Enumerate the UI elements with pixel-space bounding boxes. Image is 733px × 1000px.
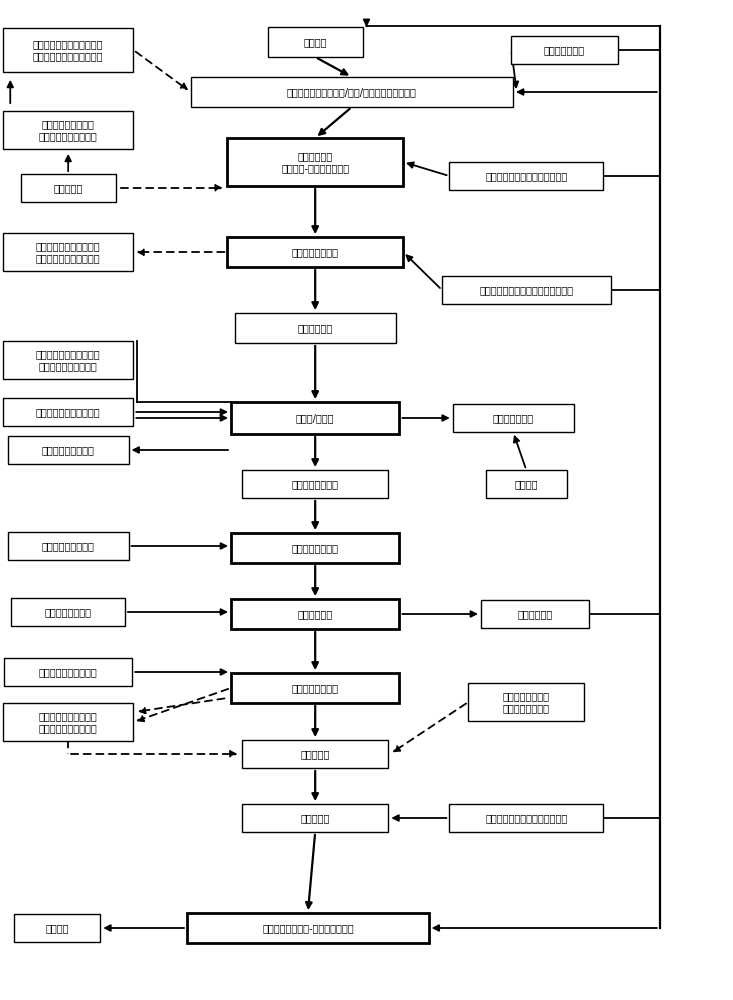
FancyBboxPatch shape — [452, 404, 573, 432]
Text: 多膛炉烟气洗气塔: 多膛炉烟气洗气塔 — [292, 683, 339, 693]
FancyBboxPatch shape — [3, 341, 133, 379]
FancyBboxPatch shape — [242, 804, 388, 832]
FancyBboxPatch shape — [442, 276, 611, 304]
FancyBboxPatch shape — [268, 27, 363, 57]
FancyBboxPatch shape — [468, 683, 584, 721]
Text: 辅助燃料: 辅助燃料 — [515, 479, 538, 489]
FancyBboxPatch shape — [449, 162, 603, 190]
Text: 污泥热解工艺尾气: 污泥热解工艺尾气 — [292, 479, 339, 489]
FancyBboxPatch shape — [512, 36, 617, 64]
Text: 汽轮机出口乏蒸汽（过热蒸汽）: 汽轮机出口乏蒸汽（过热蒸汽） — [485, 171, 567, 181]
Text: 二次炉（后燃室）: 二次炉（后燃室） — [292, 543, 339, 553]
FancyBboxPatch shape — [231, 673, 399, 703]
FancyBboxPatch shape — [242, 740, 388, 768]
FancyBboxPatch shape — [235, 313, 396, 343]
FancyBboxPatch shape — [449, 804, 603, 832]
FancyBboxPatch shape — [3, 703, 133, 741]
FancyBboxPatch shape — [227, 138, 403, 186]
Text: 多膛炉/本体炉: 多膛炉/本体炉 — [296, 413, 334, 423]
Text: 强制喂料机组: 强制喂料机组 — [298, 323, 333, 333]
Text: 富裕洗气排水去集水阱
返回废水处理厂进水口: 富裕洗气排水去集水阱 返回废水处理厂进水口 — [39, 711, 97, 733]
Text: 夹套排出的蒸汽冷凝水直接
排放或者回用做洗气塔进水: 夹套排出的蒸汽冷凝水直接 排放或者回用做洗气塔进水 — [33, 39, 103, 61]
Text: 鼓风机送入的中轴冷却风: 鼓风机送入的中轴冷却风 — [36, 407, 100, 417]
Text: 开炉用燃烧机组: 开炉用燃烧机组 — [493, 413, 534, 423]
Text: 生物除臭塔: 生物除臭塔 — [301, 749, 330, 759]
Text: 中压过热蒸汽: 中压过热蒸汽 — [517, 609, 553, 619]
FancyBboxPatch shape — [242, 470, 388, 498]
FancyBboxPatch shape — [3, 233, 133, 271]
FancyBboxPatch shape — [3, 111, 133, 149]
Text: 汽轮机出口乏蒸汽（过热蒸汽）: 汽轮机出口乏蒸汽（过热蒸汽） — [485, 813, 567, 823]
Text: 洗气塔给水（稀碱液）: 洗气塔给水（稀碱液） — [39, 667, 97, 677]
FancyBboxPatch shape — [7, 436, 128, 464]
Text: 污泥输送装置集风
系统来的含臭废气: 污泥输送装置集风 系统来的含臭废气 — [503, 691, 550, 713]
FancyBboxPatch shape — [486, 470, 567, 498]
Text: 原料污泥: 原料污泥 — [303, 37, 327, 47]
Text: 污泥灰渣去处置场所: 污泥灰渣去处置场所 — [42, 445, 95, 455]
FancyBboxPatch shape — [187, 913, 429, 943]
Text: 部分中轴冷却废热风回用
到多膛炉维持缺氧燃烧: 部分中轴冷却废热风回用 到多膛炉维持缺氧燃烧 — [36, 349, 100, 371]
Text: 泥饼输送泵组
（汽轮机-电动机双驱动）: 泥饼输送泵组 （汽轮机-电动机双驱动） — [281, 151, 349, 173]
FancyBboxPatch shape — [227, 237, 403, 267]
FancyBboxPatch shape — [21, 174, 116, 202]
Text: 锅炉供水处理装置: 锅炉供水处理装置 — [45, 607, 92, 617]
Text: 进污泥贮仓夹套: 进污泥贮仓夹套 — [544, 45, 585, 55]
Text: 污泥补充干化机排出的工
艺尾气（含臭饱和蒸汽）: 污泥补充干化机排出的工 艺尾气（含臭饱和蒸汽） — [36, 241, 100, 263]
Text: 干化机夹套出口乏蒸汽（饱和蒸汽）: 干化机夹套出口乏蒸汽（饱和蒸汽） — [479, 285, 573, 295]
Text: 设置有夹套机构的缓冲/混合/均质多功能污泥贮仓: 设置有夹套机构的缓冲/混合/均质多功能污泥贮仓 — [287, 87, 417, 97]
FancyBboxPatch shape — [231, 599, 399, 629]
Text: 废热蒸汽锅炉: 废热蒸汽锅炉 — [298, 609, 333, 619]
FancyBboxPatch shape — [191, 77, 513, 107]
FancyBboxPatch shape — [12, 598, 125, 626]
FancyBboxPatch shape — [481, 600, 589, 628]
FancyBboxPatch shape — [231, 402, 399, 434]
Text: 旋风除雾器: 旋风除雾器 — [301, 813, 330, 823]
Text: 含污冷凝水进集水阱
返回废水处理厂进水口: 含污冷凝水进集水阱 返回废水处理厂进水口 — [39, 119, 97, 141]
FancyBboxPatch shape — [3, 28, 133, 72]
FancyBboxPatch shape — [7, 532, 128, 560]
FancyBboxPatch shape — [3, 398, 133, 426]
FancyBboxPatch shape — [4, 658, 132, 686]
Text: 烟囱排空: 烟囱排空 — [45, 923, 69, 933]
Text: 鼓风机送入的二次风: 鼓风机送入的二次风 — [42, 541, 95, 551]
Text: 专用洗气塔: 专用洗气塔 — [54, 183, 83, 193]
Text: 总引风机（汽轮机-电动机双驱动）: 总引风机（汽轮机-电动机双驱动） — [262, 923, 354, 933]
FancyBboxPatch shape — [14, 914, 100, 942]
FancyBboxPatch shape — [231, 533, 399, 563]
Text: 污泥补充干化装置: 污泥补充干化装置 — [292, 247, 339, 257]
